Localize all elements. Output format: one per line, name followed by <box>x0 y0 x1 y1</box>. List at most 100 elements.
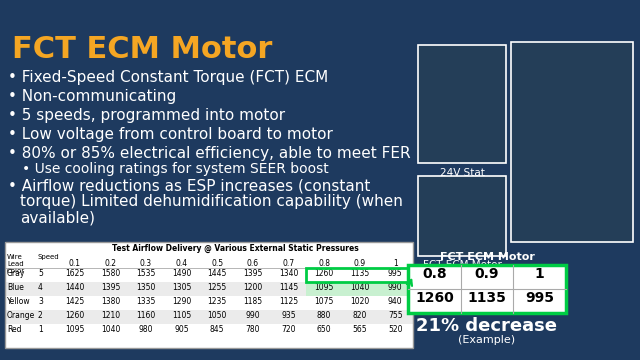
Text: 5: 5 <box>38 269 43 278</box>
Text: 1020: 1020 <box>350 297 369 306</box>
Text: 565: 565 <box>352 325 367 334</box>
Text: available): available) <box>20 210 95 225</box>
Text: 1235: 1235 <box>207 297 227 306</box>
Text: 1425: 1425 <box>65 297 84 306</box>
Text: 4: 4 <box>38 283 43 292</box>
Text: 1380: 1380 <box>100 297 120 306</box>
Text: 905: 905 <box>174 325 189 334</box>
Text: • Airflow reductions as ESP increases (constant: • Airflow reductions as ESP increases (c… <box>8 178 371 193</box>
Text: 1340: 1340 <box>278 269 298 278</box>
Text: 1255: 1255 <box>207 283 227 292</box>
Text: 0.5: 0.5 <box>211 259 223 268</box>
Text: 0.2: 0.2 <box>104 259 116 268</box>
Text: 935: 935 <box>281 311 296 320</box>
Text: • Use cooling ratings for system SEER boost: • Use cooling ratings for system SEER bo… <box>22 162 329 176</box>
FancyBboxPatch shape <box>5 282 413 296</box>
Text: 940: 940 <box>388 297 403 306</box>
Text: 1185: 1185 <box>243 297 262 306</box>
Text: • 5 speeds, programmed into motor: • 5 speeds, programmed into motor <box>8 108 285 123</box>
Text: 845: 845 <box>210 325 225 334</box>
Text: 0.7: 0.7 <box>282 259 294 268</box>
Text: 720: 720 <box>281 325 296 334</box>
Text: 1335: 1335 <box>136 297 156 306</box>
Text: 1350: 1350 <box>136 283 156 292</box>
Text: 1490: 1490 <box>172 269 191 278</box>
Text: Orange: Orange <box>7 311 35 320</box>
FancyBboxPatch shape <box>5 268 413 282</box>
Text: 1305: 1305 <box>172 283 191 292</box>
Text: 0.1: 0.1 <box>69 259 81 268</box>
Text: 520: 520 <box>388 325 403 334</box>
Text: Speed: Speed <box>38 254 60 260</box>
Text: 1: 1 <box>393 259 397 268</box>
Text: 0.8: 0.8 <box>318 259 330 268</box>
Text: • Non-communicating: • Non-communicating <box>8 89 176 104</box>
Text: FCT ECM Motor: FCT ECM Motor <box>12 35 273 64</box>
Text: 990: 990 <box>388 283 403 292</box>
Text: 1395: 1395 <box>243 269 262 278</box>
Text: torque) Limited dehumidification capability (when: torque) Limited dehumidification capabil… <box>20 194 403 209</box>
Text: 0.9: 0.9 <box>475 267 499 281</box>
Text: 755: 755 <box>388 311 403 320</box>
Text: 1040: 1040 <box>100 325 120 334</box>
Text: 1535: 1535 <box>136 269 156 278</box>
FancyBboxPatch shape <box>378 282 413 296</box>
Text: 0.6: 0.6 <box>247 259 259 268</box>
Text: Red: Red <box>7 325 22 334</box>
Text: 1075: 1075 <box>314 297 333 306</box>
Text: 995: 995 <box>388 269 403 278</box>
Text: 1580: 1580 <box>100 269 120 278</box>
Text: (Example): (Example) <box>458 335 516 345</box>
FancyBboxPatch shape <box>5 296 413 310</box>
Text: 24V Stat: 24V Stat <box>440 168 484 178</box>
Text: Test Airflow Delivery @ Various External Static Pressures: Test Airflow Delivery @ Various External… <box>111 244 358 253</box>
Text: 990: 990 <box>246 311 260 320</box>
Text: 1050: 1050 <box>207 311 227 320</box>
Text: Wire
Lead
Color: Wire Lead Color <box>7 254 25 274</box>
Text: 880: 880 <box>317 311 331 320</box>
Text: 1260: 1260 <box>65 311 84 320</box>
Text: 0.8: 0.8 <box>422 267 447 281</box>
Text: 3: 3 <box>38 297 43 306</box>
Text: 1: 1 <box>535 267 545 281</box>
Text: 1135: 1135 <box>468 291 506 305</box>
Text: 980: 980 <box>139 325 153 334</box>
Text: 1040: 1040 <box>350 283 369 292</box>
Text: 2: 2 <box>38 311 43 320</box>
Text: • Fixed-Speed Constant Torque (FCT) ECM: • Fixed-Speed Constant Torque (FCT) ECM <box>8 70 328 85</box>
Text: 1095: 1095 <box>314 283 333 292</box>
Text: 1440: 1440 <box>65 283 84 292</box>
Text: FCT ECM Motor: FCT ECM Motor <box>440 252 534 262</box>
Text: 1625: 1625 <box>65 269 84 278</box>
Text: • 80% or 85% electrical efficiency, able to meet FER: • 80% or 85% electrical efficiency, able… <box>8 146 411 161</box>
Text: 1105: 1105 <box>172 311 191 320</box>
Text: 1395: 1395 <box>100 283 120 292</box>
Text: FCT ECM Motor: FCT ECM Motor <box>422 260 501 270</box>
FancyBboxPatch shape <box>306 282 342 296</box>
Text: 1210: 1210 <box>101 311 120 320</box>
Text: 1095: 1095 <box>65 325 84 334</box>
FancyBboxPatch shape <box>342 282 378 296</box>
Text: 1260: 1260 <box>314 269 333 278</box>
Text: Gray: Gray <box>7 269 26 278</box>
FancyBboxPatch shape <box>5 242 413 348</box>
FancyBboxPatch shape <box>5 310 413 324</box>
Text: 1135: 1135 <box>350 269 369 278</box>
Text: 0.4: 0.4 <box>175 259 188 268</box>
Text: 1290: 1290 <box>172 297 191 306</box>
FancyBboxPatch shape <box>511 42 633 242</box>
Text: 1145: 1145 <box>279 283 298 292</box>
Text: 1200: 1200 <box>243 283 262 292</box>
FancyBboxPatch shape <box>408 265 566 313</box>
Text: 995: 995 <box>525 291 554 305</box>
FancyBboxPatch shape <box>418 176 506 256</box>
Text: 1125: 1125 <box>279 297 298 306</box>
Text: 650: 650 <box>317 325 332 334</box>
Text: 0.9: 0.9 <box>353 259 365 268</box>
Text: 21% decrease: 21% decrease <box>417 317 557 335</box>
Text: 1445: 1445 <box>207 269 227 278</box>
Text: 0.3: 0.3 <box>140 259 152 268</box>
FancyBboxPatch shape <box>418 45 506 163</box>
Text: 1: 1 <box>38 325 43 334</box>
Text: • Low voltage from control board to motor: • Low voltage from control board to moto… <box>8 127 333 142</box>
